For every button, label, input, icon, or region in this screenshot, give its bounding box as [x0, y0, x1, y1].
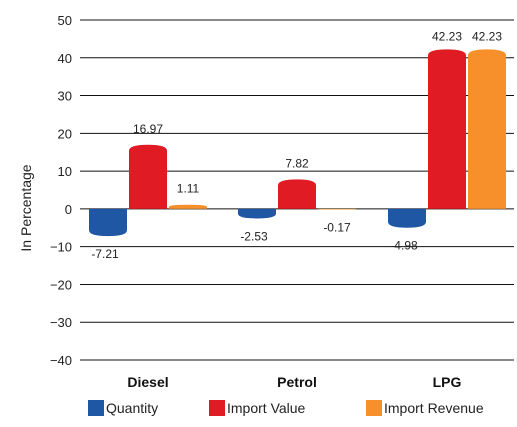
legend-swatch-quantity	[88, 400, 104, 416]
bar-diesel-import-revenue	[169, 204, 207, 209]
data-label-petrol-quantity: -2.53	[240, 229, 268, 243]
y-tick-label: 30	[58, 89, 72, 104]
legend-item-import-value: Import Value	[209, 400, 305, 416]
legend-label-import-value: Import Value	[227, 400, 306, 416]
category-labels: Diesel Petrol LPG	[127, 374, 461, 390]
y-tick-label: 40	[58, 51, 72, 66]
bar-lpg-import-value	[428, 49, 466, 209]
y-axis-ticks: 50 40 30 20 10 0 −10 −20 −30 −40	[50, 13, 72, 368]
bar-petrol-import-value	[278, 179, 316, 209]
data-label-diesel-quantity: -7.21	[91, 247, 119, 261]
y-tick-label: 0	[65, 202, 72, 217]
data-label-lpg-import-revenue: 42.23	[472, 29, 502, 43]
y-tick-label: 20	[58, 126, 72, 141]
bar-chart: 50 40 30 20 10 0 −10 −20 −30 −40 -7.21 16.97 1.11 -2…	[18, 13, 514, 390]
y-tick-label: −20	[50, 277, 72, 292]
legend-item-import-revenue: Import Revenue	[366, 400, 484, 416]
data-labels: -7.21 16.97 1.11 -2.53 7.82 -0.17 -4.98 42.23 42…	[91, 29, 502, 261]
legend-swatch-import-value	[209, 400, 225, 416]
y-axis-title: In Percentage	[18, 164, 34, 251]
data-label-diesel-import-value: 16.97	[133, 122, 163, 136]
legend-swatch-import-revenue	[366, 400, 382, 416]
data-label-petrol-import-value: 7.82	[285, 156, 309, 170]
legend-label-import-revenue: Import Revenue	[384, 400, 484, 416]
bar-lpg-import-revenue	[468, 49, 506, 209]
y-tick-label: −30	[50, 315, 72, 330]
y-tick-label: 50	[58, 13, 72, 28]
y-tick-label: −10	[50, 240, 72, 255]
legend-label-quantity: Quantity	[106, 400, 159, 416]
bar-petrol-import-revenue	[318, 208, 356, 210]
data-label-diesel-import-revenue: 1.11	[177, 182, 200, 196]
bars	[89, 49, 506, 237]
legend-item-quantity: Quantity	[88, 400, 158, 416]
category-label-diesel: Diesel	[127, 374, 168, 390]
bar-petrol-quantity	[238, 208, 276, 219]
category-label-petrol: Petrol	[277, 374, 317, 390]
data-label-petrol-import-revenue: -0.17	[323, 221, 351, 235]
legend: Quantity Import Value Import Revenue	[0, 400, 517, 424]
category-label-lpg: LPG	[433, 374, 462, 390]
data-label-lpg-quantity: -4.98	[390, 239, 418, 253]
y-tick-label: 10	[58, 164, 72, 179]
bar-diesel-quantity	[89, 208, 127, 237]
y-tick-label: −40	[50, 353, 72, 368]
bar-diesel-import-value	[129, 144, 167, 209]
data-label-lpg-import-value: 42.23	[432, 29, 462, 43]
bar-lpg-quantity	[388, 208, 426, 228]
